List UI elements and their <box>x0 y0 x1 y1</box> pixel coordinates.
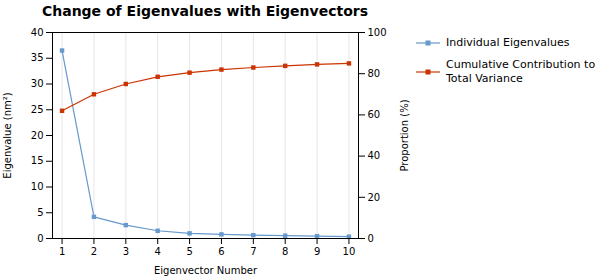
svg-text:100: 100 <box>368 27 387 38</box>
svg-text:3: 3 <box>123 246 129 257</box>
svg-text:5: 5 <box>37 207 43 218</box>
svg-text:7: 7 <box>250 246 256 257</box>
svg-text:Proportion (%): Proportion (%) <box>399 99 410 171</box>
svg-text:40: 40 <box>368 150 381 161</box>
svg-text:20: 20 <box>368 192 381 203</box>
svg-text:20: 20 <box>31 130 44 141</box>
svg-text:Eigenvalue (nm²): Eigenvalue (nm²) <box>2 92 13 178</box>
svg-text:0: 0 <box>37 233 43 244</box>
svg-text:2: 2 <box>91 246 97 257</box>
svg-text:60: 60 <box>368 109 381 120</box>
svg-text:40: 40 <box>31 27 44 38</box>
svg-text:35: 35 <box>31 52 44 63</box>
svg-text:10: 10 <box>31 181 44 192</box>
svg-text:80: 80 <box>368 68 381 79</box>
svg-text:Eigenvector Number: Eigenvector Number <box>154 265 258 276</box>
svg-text:10: 10 <box>343 246 356 257</box>
svg-text:5: 5 <box>186 246 192 257</box>
svg-text:25: 25 <box>31 104 44 115</box>
html-text:Change of Eigenvalues with Eig: Change of Eigenvalues with Eigenvectors <box>41 3 368 19</box>
html-text:Individual Eigenvalues: Individual Eigenvalues <box>446 36 570 49</box>
svg-text:8: 8 <box>282 246 288 257</box>
svg-text:15: 15 <box>31 155 44 166</box>
html-text:Cumulative Contribution to Tot: Cumulative Contribution to Total Varianc… <box>446 58 596 85</box>
svg-text:30: 30 <box>31 78 44 89</box>
svg-text:9: 9 <box>314 246 320 257</box>
svg-text:1: 1 <box>59 246 65 257</box>
svg-text:0: 0 <box>368 233 374 244</box>
svg-text:4: 4 <box>155 246 161 257</box>
svg-text:6: 6 <box>218 246 224 257</box>
